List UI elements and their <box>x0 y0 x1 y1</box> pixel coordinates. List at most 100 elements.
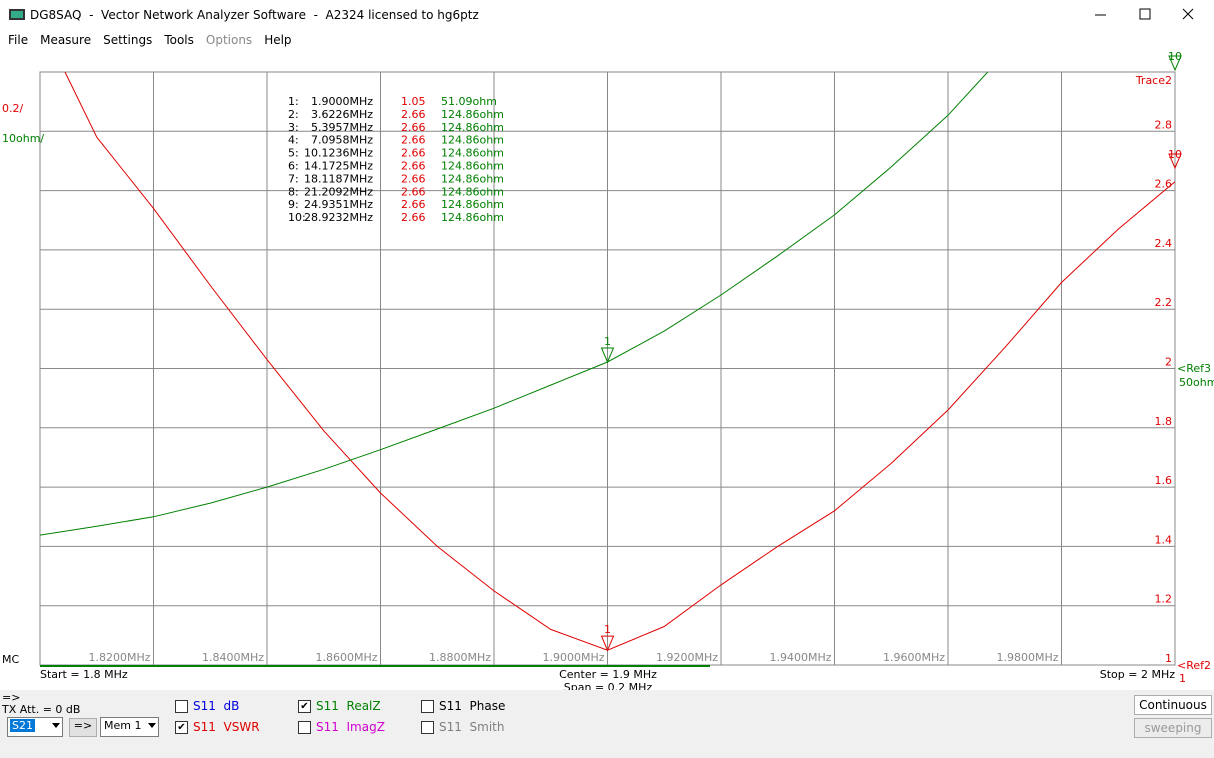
marker-index: 8: <box>288 185 299 198</box>
marker-vswr: 2.66 <box>401 160 426 173</box>
start-label: Start = 1.8 MHz <box>40 668 128 681</box>
checkbox-label: S11 dB <box>193 699 240 713</box>
marker-vswr: 2.66 <box>401 198 426 211</box>
app-icon <box>9 9 25 20</box>
mem-select[interactable]: Mem 1 <box>100 717 159 737</box>
marker-index: 3: <box>288 121 299 134</box>
marker-freq: 10.1236MHz <box>304 147 373 160</box>
y-tick-label: 2 <box>1165 356 1172 369</box>
edge-marker <box>1168 153 1182 170</box>
edge-marker-label: 10 <box>1168 148 1182 161</box>
menu-item[interactable]: Options <box>205 33 253 47</box>
marker-triangle <box>600 635 615 652</box>
dropdown-arrow <box>52 723 60 732</box>
checkbox[interactable]: ✔ <box>298 700 311 713</box>
s21-select[interactable]: S21 <box>7 717 63 737</box>
marker-ohm: 124.86ohm <box>441 172 504 185</box>
ref-value: 50ohm <box>1179 376 1214 389</box>
select-value: Mem 1 <box>104 719 142 732</box>
marker-freq: 1.9000MHz <box>311 95 373 108</box>
marker-index: 6: <box>288 160 299 173</box>
checkbox[interactable] <box>421 721 434 734</box>
title-bar: DG8SAQ - Vector Network Analyzer Softwar… <box>0 0 1214 30</box>
corner-label: MC <box>2 653 19 666</box>
menu-item[interactable]: Help <box>264 33 292 47</box>
marker-label: 1 <box>604 335 611 348</box>
y-tick-label: 2.4 <box>1155 237 1173 250</box>
dropdown-arrow <box>148 723 156 732</box>
checkbox-label: S11 RealZ <box>316 699 381 713</box>
marker-freq: 28.9232MHz <box>304 211 373 224</box>
marker-freq: 21.2092MHz <box>304 185 373 198</box>
x-tick-label: 1.9400MHz <box>769 651 831 664</box>
y-tick-label: 2.2 <box>1155 296 1173 309</box>
marker-vswr: 2.66 <box>401 134 426 147</box>
ref-label: <Ref3 <box>1177 362 1211 375</box>
window-buttons[interactable] <box>1080 0 1214 30</box>
x-tick-label: 1.8400MHz <box>202 651 264 664</box>
y-tick-label: 1.2 <box>1155 593 1173 606</box>
center-label: Center = 1.9 MHz <box>559 668 657 681</box>
marker-ohm: 124.86ohm <box>441 108 504 121</box>
checkbox[interactable] <box>421 700 434 713</box>
menu-item[interactable]: Settings <box>103 33 153 47</box>
marker-freq: 3.6226MHz <box>311 108 373 121</box>
checkbox-label: S11 ImagZ <box>316 720 385 734</box>
checkbox-label: S11 Phase <box>439 699 506 713</box>
x-tick-label: 1.8600MHz <box>315 651 377 664</box>
marker-vswr: 2.66 <box>401 185 426 198</box>
menu-item[interactable]: File <box>8 33 29 47</box>
y-tick-label: 1.4 <box>1155 533 1173 546</box>
checkbox[interactable] <box>298 721 311 734</box>
menu-item[interactable]: Measure <box>40 33 92 47</box>
trace-label: Trace2 <box>1135 74 1172 87</box>
ref-label: <Ref2 <box>1177 659 1211 672</box>
x-tick-label: 1.8800MHz <box>429 651 491 664</box>
marker-freq: 7.0958MHz <box>311 134 373 147</box>
menu-item[interactable]: Tools <box>164 33 194 47</box>
marker-vswr: 2.66 <box>401 147 426 160</box>
continuous-button[interactable]: Continuous <box>1134 695 1212 715</box>
y-tick-label: 2.8 <box>1155 118 1173 131</box>
arrow-button[interactable]: => <box>69 718 97 737</box>
tx-att-label: TX Att. = 0 dB <box>2 703 81 716</box>
x-tick-label: 1.9600MHz <box>883 651 945 664</box>
checkbox[interactable]: ✔ <box>175 721 188 734</box>
checkbox-label: S11 VSWR <box>193 720 260 734</box>
window-title: DG8SAQ - Vector Network Analyzer Softwar… <box>30 8 479 22</box>
ref-value: 1 <box>1179 672 1186 685</box>
span-label: Span = 0.2 MHz <box>564 681 653 690</box>
select-value: S21 <box>10 719 35 732</box>
marker-vswr: 2.66 <box>401 211 426 224</box>
arrow-label: => <box>2 691 21 704</box>
marker-label: 1 <box>604 623 611 636</box>
marker-ohm: 124.86ohm <box>441 198 504 211</box>
trace <box>40 72 989 536</box>
marker-ohm: 124.86ohm <box>441 121 504 134</box>
marker-vswr: 2.66 <box>401 172 426 185</box>
x-tick-label: 1.9800MHz <box>996 651 1058 664</box>
x-tick-label: 1.9000MHz <box>542 651 604 664</box>
sweeping-button[interactable]: sweeping <box>1134 718 1212 738</box>
marker-index: 9: <box>288 198 299 211</box>
edge-marker <box>1168 55 1182 72</box>
marker-ohm: 124.86ohm <box>441 147 504 160</box>
marker-vswr: 1.05 <box>401 95 426 108</box>
x-tick-label: 1.8200MHz <box>88 651 150 664</box>
marker-ohm: 124.86ohm <box>441 160 504 173</box>
marker-vswr: 2.66 <box>401 121 426 134</box>
marker-index: 2: <box>288 108 299 121</box>
x-tick-label: 1.9200MHz <box>656 651 718 664</box>
y-tick-label: 1 <box>1165 652 1172 665</box>
y-tick-label: 2.6 <box>1155 178 1173 191</box>
marker-ohm: 124.86ohm <box>441 211 504 224</box>
y-tick-label: 1.6 <box>1155 474 1173 487</box>
menu-bar: File Measure Settings Tools Options Help <box>0 30 1214 50</box>
marker-vswr: 2.66 <box>401 108 426 121</box>
marker-index: 10: <box>288 211 306 224</box>
marker-triangle <box>600 347 615 364</box>
checkbox[interactable] <box>175 700 188 713</box>
marker-index: 1: <box>288 95 299 108</box>
y-tick-label: 1.8 <box>1155 415 1173 428</box>
